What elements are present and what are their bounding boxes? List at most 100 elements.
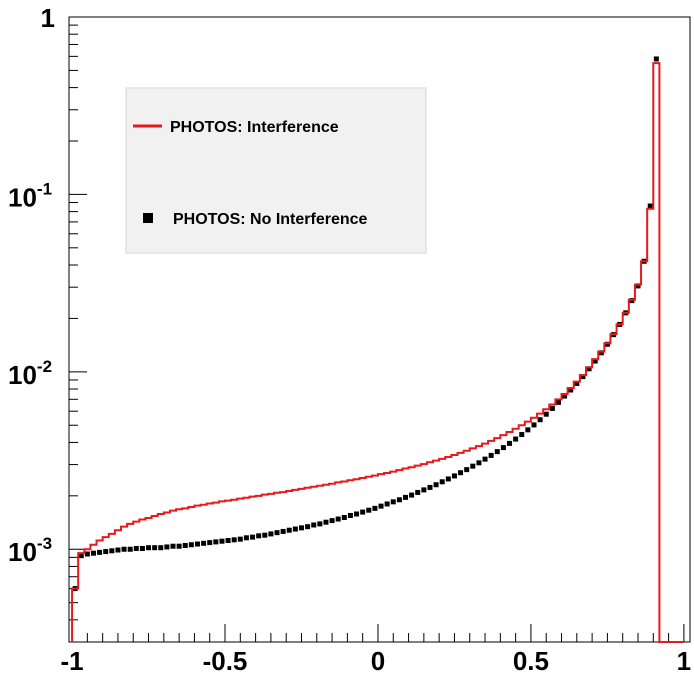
data-point-no-interference (176, 543, 182, 549)
data-point-no-interference (170, 543, 176, 549)
data-point-no-interference (152, 545, 158, 551)
data-point-no-interference (555, 399, 561, 405)
data-point-no-interference (390, 499, 396, 505)
data-point-no-interference (360, 509, 366, 515)
data-point-no-interference (164, 544, 170, 550)
data-point-no-interference (274, 530, 280, 536)
data-point-no-interference (268, 531, 274, 537)
data-point-no-interference (445, 476, 451, 482)
data-point-no-interference (433, 482, 439, 488)
data-point-no-interference (317, 521, 323, 527)
data-point-no-interference (213, 539, 219, 545)
data-point-no-interference (329, 518, 335, 524)
x-tick-label: 0.5 (513, 646, 549, 674)
data-point-no-interference (292, 526, 298, 532)
data-point-no-interference (513, 436, 519, 442)
data-point-no-interference (207, 540, 213, 546)
data-point-no-interference (507, 440, 513, 446)
y-tick-label: 1 (41, 3, 55, 33)
data-point-no-interference (139, 545, 145, 551)
data-point-no-interference (90, 550, 96, 556)
data-point-no-interference (84, 551, 90, 557)
data-point-no-interference (500, 445, 506, 451)
data-point-no-interference (519, 432, 525, 438)
data-point-no-interference (182, 542, 188, 548)
data-point-no-interference (231, 537, 237, 543)
data-point-no-interference (415, 489, 421, 495)
data-point-no-interference (188, 542, 194, 548)
data-point-no-interference (103, 549, 109, 555)
data-point-no-interference (243, 535, 249, 541)
data-point-no-interference (580, 374, 586, 380)
y-tick-label-exponent: -3 (37, 534, 52, 553)
data-point-no-interference (384, 501, 390, 507)
x-tick-label: -0.5 (203, 646, 248, 674)
legend: PHOTOS: Interference PHOTOS: No Interfer… (125, 87, 427, 254)
data-point-no-interference (427, 484, 433, 490)
data-point-no-interference (280, 528, 286, 534)
plot-frame (68, 16, 691, 643)
data-point-no-interference (635, 283, 641, 289)
data-point-no-interference (421, 487, 427, 493)
data-point-no-interference (158, 545, 164, 551)
data-point-no-interference (562, 393, 568, 399)
data-point-no-interference (549, 405, 555, 411)
data-point-no-interference (298, 525, 304, 531)
data-point-no-interference (653, 56, 659, 62)
data-point-no-interference (97, 549, 103, 555)
data-point-no-interference (403, 494, 409, 500)
data-point-no-interference (335, 516, 341, 522)
series-layer (71, 56, 684, 643)
data-point-no-interference (586, 366, 592, 372)
data-point-no-interference (598, 350, 604, 356)
data-point-no-interference (115, 547, 121, 553)
legend-label-interference: PHOTOS: Interference (170, 119, 339, 136)
data-point-no-interference (219, 538, 225, 544)
data-point-no-interference (372, 505, 378, 511)
y-tick-label: 10-2 (8, 357, 52, 390)
data-point-no-interference (109, 548, 115, 554)
data-point-no-interference (396, 497, 402, 503)
data-point-no-interference (78, 553, 84, 559)
data-point-no-interference (482, 456, 488, 462)
data-point-no-interference (476, 460, 482, 466)
y-tick-labels: 1 10-1 10-2 10-3 (8, 3, 55, 567)
data-point-no-interference (127, 546, 133, 552)
y-tick-label: 10-3 (8, 534, 52, 567)
data-point-no-interference (262, 532, 268, 538)
data-point-no-interference (494, 449, 500, 455)
x-tick-label: 0 (371, 646, 385, 674)
data-point-no-interference (439, 479, 445, 485)
x-tick-labels: -1 -0.5 0 0.5 1 (60, 646, 691, 674)
data-point-no-interference (347, 512, 353, 518)
data-point-no-interference (458, 470, 464, 476)
data-point-no-interference (201, 540, 207, 546)
x-tick-label: -1 (60, 646, 83, 674)
data-point-no-interference (647, 203, 653, 209)
axes-ticks (69, 16, 685, 643)
data-point-no-interference (592, 358, 598, 364)
data-point-no-interference (543, 411, 549, 417)
data-point-no-interference (194, 541, 200, 547)
data-point-no-interference (537, 417, 543, 423)
data-point-no-interference (470, 463, 476, 469)
data-point-no-interference (574, 380, 580, 386)
y-tick-label-exponent: -2 (37, 357, 52, 376)
data-point-no-interference (409, 492, 415, 498)
data-point-no-interference (464, 467, 470, 473)
data-point-no-interference (488, 452, 494, 458)
y-tick-label-exponent: -1 (37, 179, 52, 198)
data-point-no-interference (146, 545, 152, 551)
x-tick-label: 1 (677, 646, 691, 674)
data-point-no-interference (323, 519, 329, 525)
data-point-no-interference (133, 545, 139, 551)
data-point-no-interference (378, 503, 384, 509)
data-point-no-interference (604, 341, 610, 347)
legend-square-marker (143, 213, 153, 223)
data-point-no-interference (451, 473, 457, 479)
data-point-no-interference (305, 524, 311, 530)
data-point-no-interference (286, 527, 292, 533)
data-point-no-interference (237, 536, 243, 542)
data-point-no-interference (525, 427, 531, 433)
